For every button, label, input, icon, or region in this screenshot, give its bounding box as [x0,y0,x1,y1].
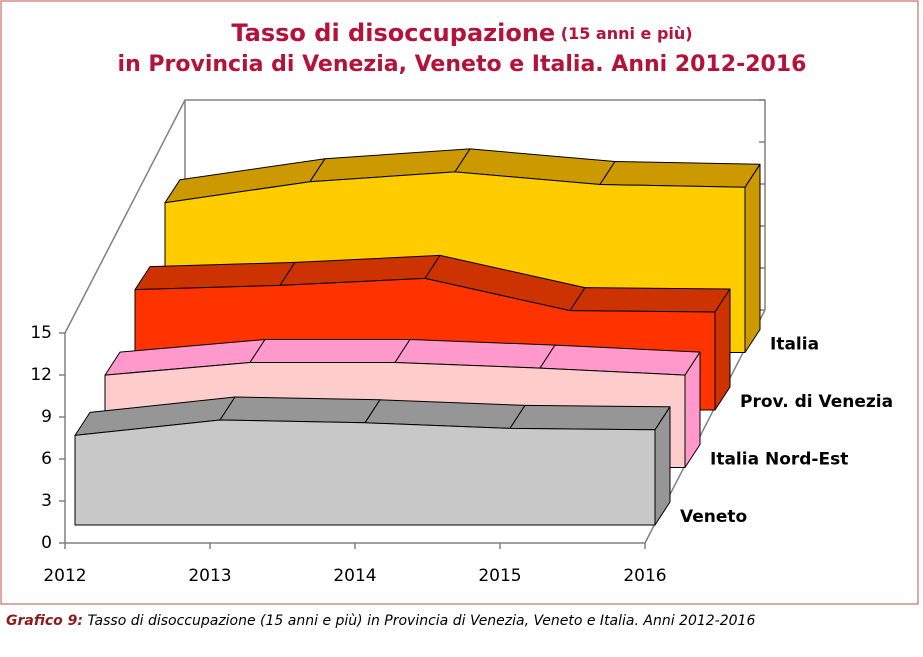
y-tick-label: 3 [41,491,52,511]
chart-subtitle: in Provincia di Venezia, Veneto e Italia… [118,52,807,77]
chart-border [0,0,919,605]
area [74,419,656,526]
caption-text: Tasso di disoccupazione (15 anni e più) … [87,613,756,629]
chart: Tasso di disoccupazione (15 anni e più) … [0,0,919,605]
area-top [509,404,671,431]
area-top [569,287,731,313]
x-tick-label: 2016 [623,566,666,586]
area-top [599,161,761,188]
series-label: Prov. di Venezia [740,392,893,412]
y-tick-label: 6 [41,449,52,469]
title-note: (15 anni e più) [561,24,693,43]
y-tick-label: 9 [41,407,52,427]
x-tick-label: 2012 [43,566,86,586]
y-tick-label: 15 [30,323,52,343]
wall [64,99,766,334]
chart-title: Tasso di disoccupazione [231,19,555,47]
x-tick-label: 2013 [188,566,231,586]
area-side [744,163,761,353]
y-tick-label: 12 [30,365,52,385]
y-tick-label: 0 [41,533,52,553]
chart-title-line: Tasso di disoccupazione (15 anni e più) [231,19,692,47]
x-tick-label: 2014 [333,566,376,586]
x-tick-label: 2015 [478,566,521,586]
series-label: Italia [770,335,819,355]
series-label: Veneto [680,507,747,527]
caption: Grafico 9: Tasso di disoccupazione (15 a… [6,612,923,657]
area-top [219,396,381,424]
caption-label: Grafico 9: [6,613,83,629]
series-label: Italia Nord-Est [710,450,848,470]
area-top [249,339,411,363]
